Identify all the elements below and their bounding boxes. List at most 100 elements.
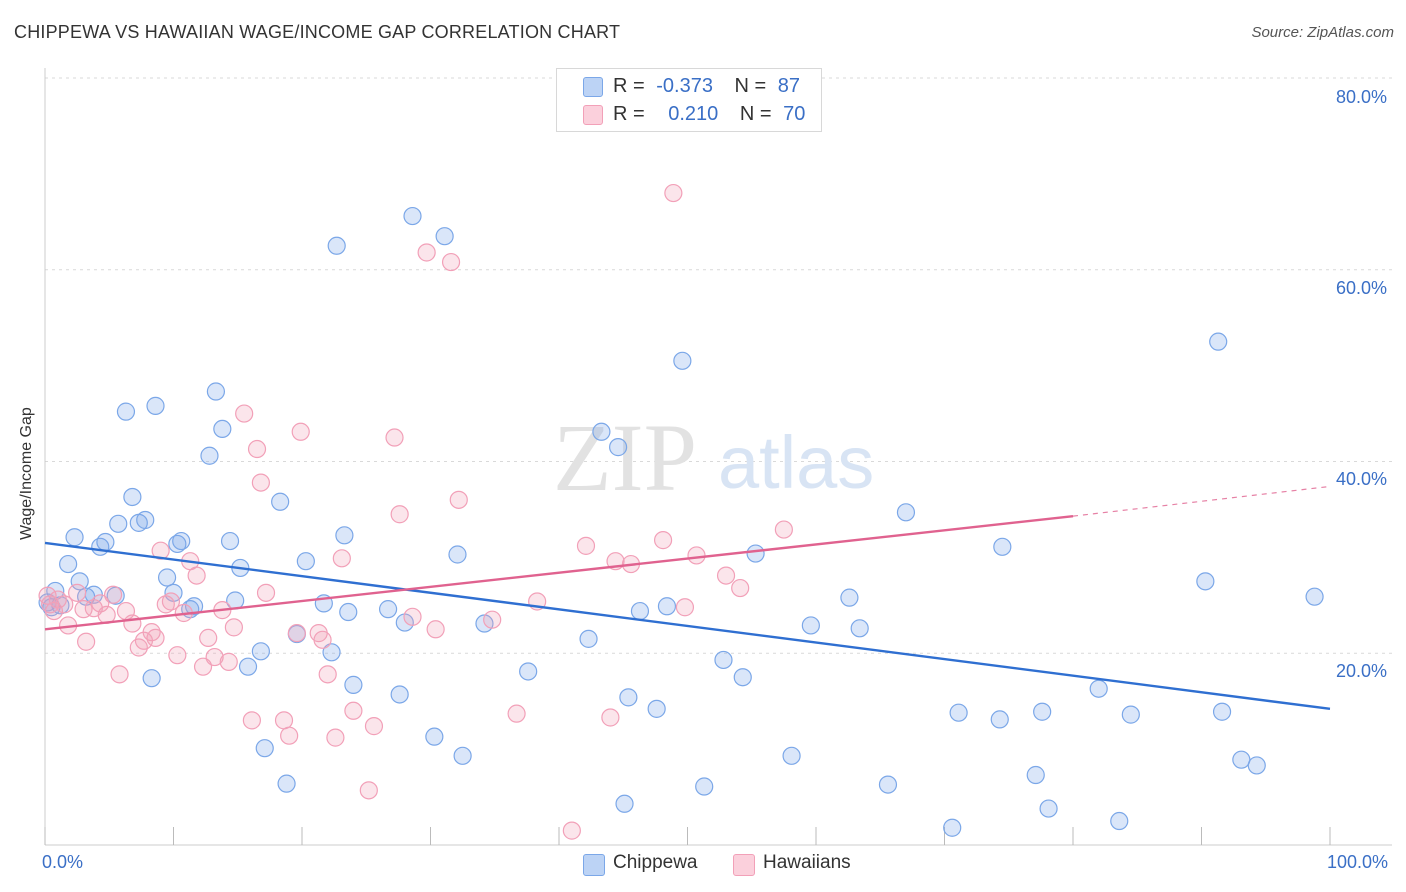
data-point xyxy=(146,628,165,648)
data-point xyxy=(59,554,78,574)
data-point xyxy=(277,774,296,793)
data-point xyxy=(205,647,224,667)
data-point xyxy=(782,746,801,765)
data-point xyxy=(116,402,136,421)
data-point xyxy=(146,396,165,415)
data-point xyxy=(483,610,502,629)
data-point xyxy=(344,701,363,720)
data-point xyxy=(425,727,444,746)
data-point xyxy=(238,657,258,676)
watermark: ZIP atlas xyxy=(553,404,874,511)
data-point xyxy=(609,438,628,457)
data-point xyxy=(695,777,714,796)
data-point xyxy=(280,726,299,745)
data-point xyxy=(199,628,218,648)
data-point xyxy=(364,717,384,736)
data-point xyxy=(435,227,454,246)
data-point xyxy=(579,629,598,648)
legend-swatch-hawaiians xyxy=(583,105,603,125)
data-point xyxy=(313,630,332,649)
data-point xyxy=(224,618,243,637)
data-point xyxy=(1033,702,1052,721)
x-tick-label: 100.0% xyxy=(1327,852,1389,872)
data-point xyxy=(110,665,129,684)
data-point xyxy=(70,572,89,591)
legend-r-value: 0.210 xyxy=(668,103,719,125)
data-point xyxy=(91,594,110,613)
data-point xyxy=(242,711,261,730)
data-point xyxy=(161,592,181,611)
data-point xyxy=(123,614,142,633)
data-point xyxy=(630,601,650,621)
data-point xyxy=(344,675,363,694)
data-point xyxy=(96,532,115,552)
legend-r-label: R = xyxy=(613,103,645,125)
data-point xyxy=(716,566,736,585)
data-point xyxy=(1209,332,1228,351)
data-point xyxy=(576,536,596,555)
data-point xyxy=(335,526,354,545)
data-point xyxy=(943,818,962,837)
data-point xyxy=(733,668,752,687)
legend-n-label: N = xyxy=(734,75,767,97)
data-point xyxy=(339,602,358,622)
legend-swatch-chippewa xyxy=(583,854,605,876)
data-point xyxy=(151,541,170,560)
data-point xyxy=(359,781,378,800)
data-point xyxy=(1110,811,1129,831)
data-point xyxy=(390,685,409,704)
watermark-zip: ZIP xyxy=(553,404,697,511)
data-point xyxy=(271,492,290,511)
data-point xyxy=(255,739,274,758)
y-tick-label: 60.0% xyxy=(1336,278,1388,298)
y-tick-label: 80.0% xyxy=(1336,87,1388,107)
data-point xyxy=(251,642,270,661)
data-point xyxy=(1026,765,1045,785)
data-point xyxy=(184,597,204,616)
trend-line-chippewa xyxy=(44,541,1331,711)
data-point xyxy=(68,583,87,602)
data-point xyxy=(136,510,155,530)
data-point xyxy=(390,505,409,524)
watermark-atlas: atlas xyxy=(718,421,874,504)
data-point xyxy=(172,531,191,551)
data-point xyxy=(187,566,206,585)
data-point xyxy=(562,821,581,840)
data-point xyxy=(200,446,219,465)
data-point xyxy=(318,665,337,684)
source-label: Source: ZipAtlas.com xyxy=(1251,24,1394,41)
data-point xyxy=(1247,756,1266,775)
data-point xyxy=(235,404,254,423)
data-point xyxy=(426,620,445,639)
data-point xyxy=(142,669,161,688)
data-point xyxy=(1089,679,1108,698)
data-point xyxy=(220,531,240,551)
data-point xyxy=(44,601,64,621)
data-point xyxy=(601,708,620,727)
data-point xyxy=(990,710,1009,729)
legend-r-value: -0.373 xyxy=(656,75,713,97)
data-point xyxy=(896,503,916,522)
correlation-legend: R = -0.373 N = 87 R = 0.210 N = 70 xyxy=(556,68,822,132)
data-point xyxy=(615,794,634,813)
data-point xyxy=(774,520,793,539)
data-point xyxy=(274,711,294,730)
data-point xyxy=(453,746,472,765)
data-point xyxy=(55,595,74,614)
data-point xyxy=(619,688,638,707)
data-point xyxy=(507,704,526,723)
data-point xyxy=(123,487,142,507)
data-point xyxy=(687,546,706,565)
data-point xyxy=(714,650,733,670)
data-point xyxy=(104,585,123,604)
data-point xyxy=(109,514,128,533)
data-point xyxy=(449,490,468,509)
series-chippewa xyxy=(38,206,1324,837)
data-point xyxy=(77,632,96,651)
data-point xyxy=(746,544,765,563)
y-tick-label: 40.0% xyxy=(1336,469,1388,489)
legend-r-label: R = xyxy=(613,75,645,97)
data-point xyxy=(1039,799,1058,818)
legend-n-value: 87 xyxy=(777,75,801,97)
